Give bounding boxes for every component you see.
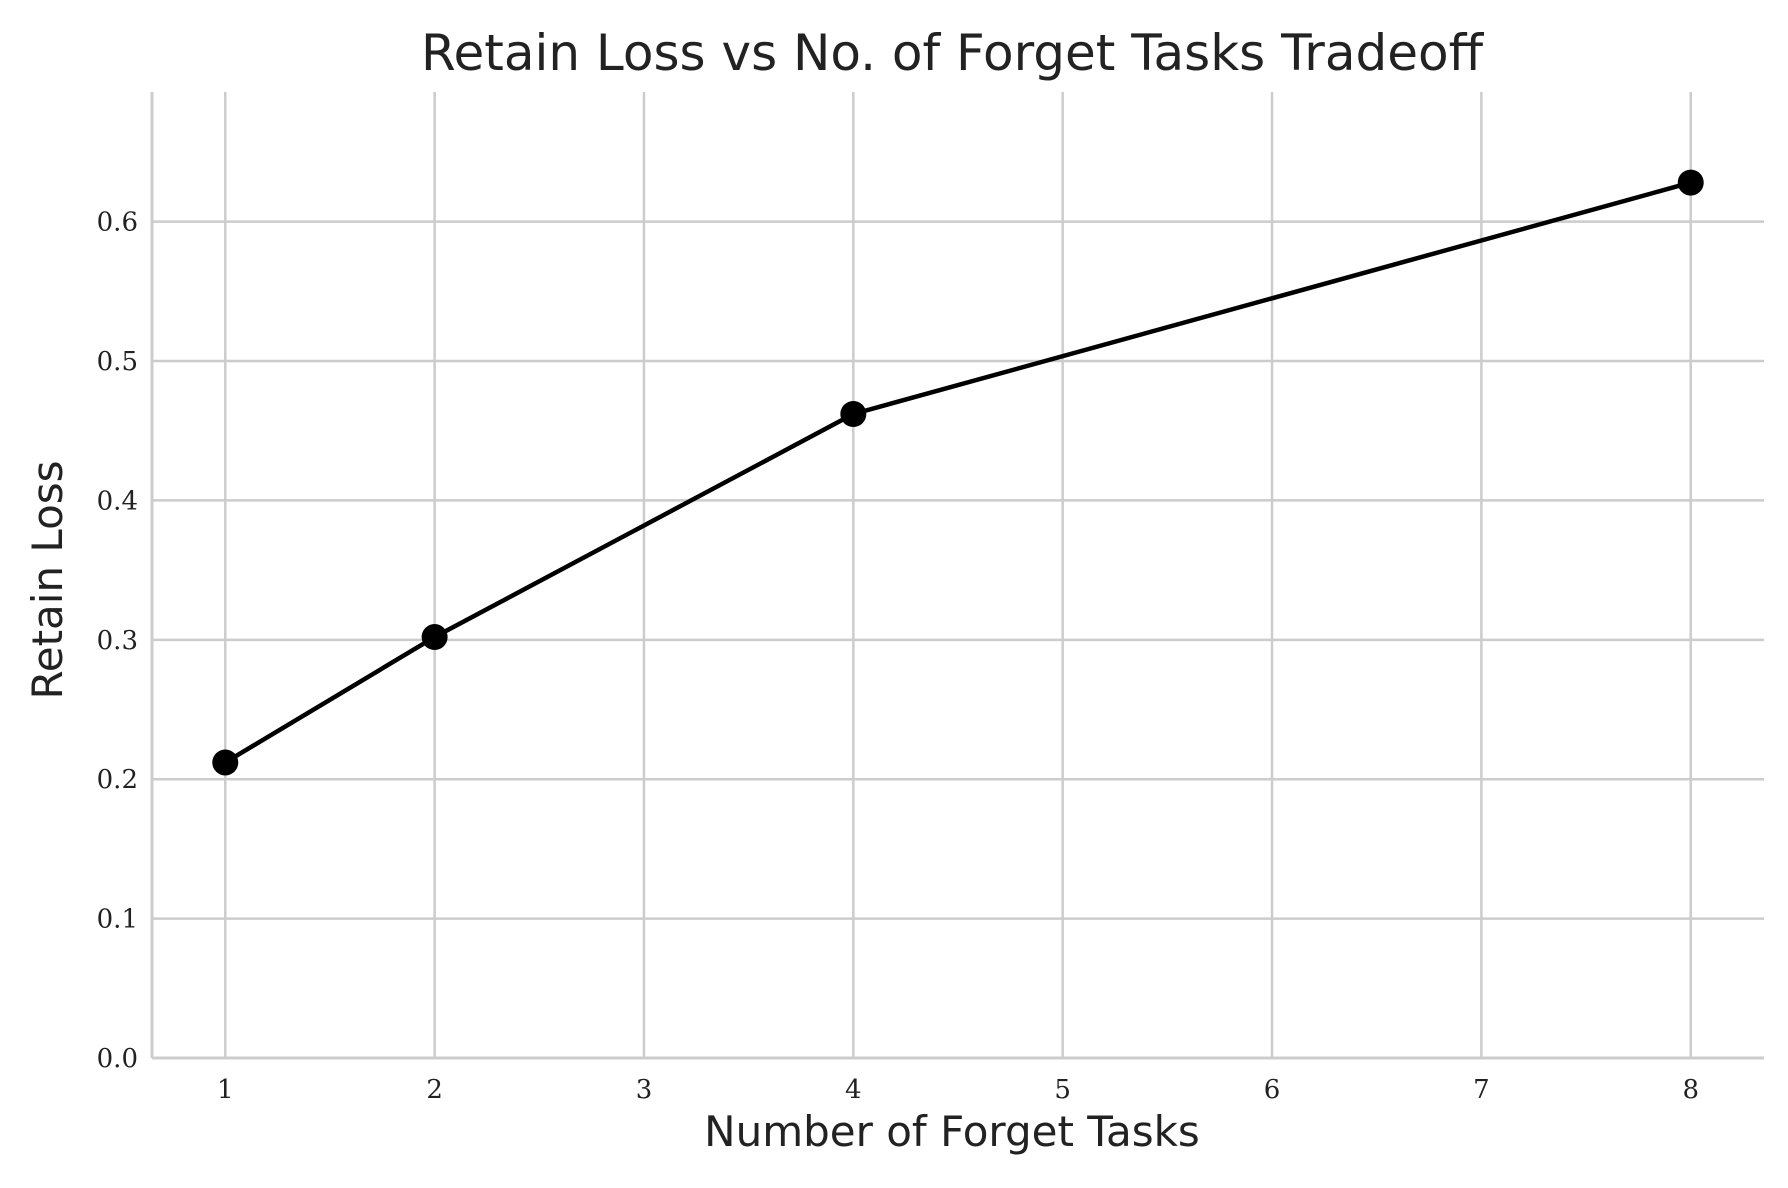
y-tick-label: 0.4 [97,486,138,516]
y-tick-label: 0.5 [97,347,138,377]
x-axis-ticks: 1 2 3 4 5 6 7 8 [217,1075,1699,1105]
chart-title: Retain Loss vs No. of Forget Tasks Trade… [421,24,1485,82]
data-point [212,749,239,776]
x-tick-label: 3 [636,1075,653,1105]
x-axis-label: Number of Forget Tasks [704,1107,1200,1156]
y-axis-ticks: 0.0 0.1 0.2 0.3 0.4 0.5 0.6 [97,208,138,1074]
x-tick-label: 2 [426,1075,443,1105]
x-tick-label: 7 [1473,1075,1490,1105]
x-tick-label: 5 [1054,1075,1071,1105]
y-tick-label: 0.3 [97,626,138,656]
data-point [840,401,867,427]
y-axis-label: Retain Loss [23,460,72,699]
series-line [224,180,1692,765]
x-tick-label: 6 [1264,1075,1281,1105]
series [212,169,1704,776]
axes-spines [150,92,1764,1060]
x-tick-label: 8 [1682,1075,1699,1105]
y-tick-label: 0.6 [97,208,138,238]
data-point [421,624,448,651]
data-point [1677,169,1704,196]
y-tick-label: 0.2 [97,765,138,795]
y-tick-label: 0.0 [97,1044,138,1074]
grid [152,92,1764,1058]
x-tick-label: 4 [845,1075,862,1105]
y-tick-label: 0.1 [97,905,138,935]
x-tick-label: 1 [217,1075,234,1105]
